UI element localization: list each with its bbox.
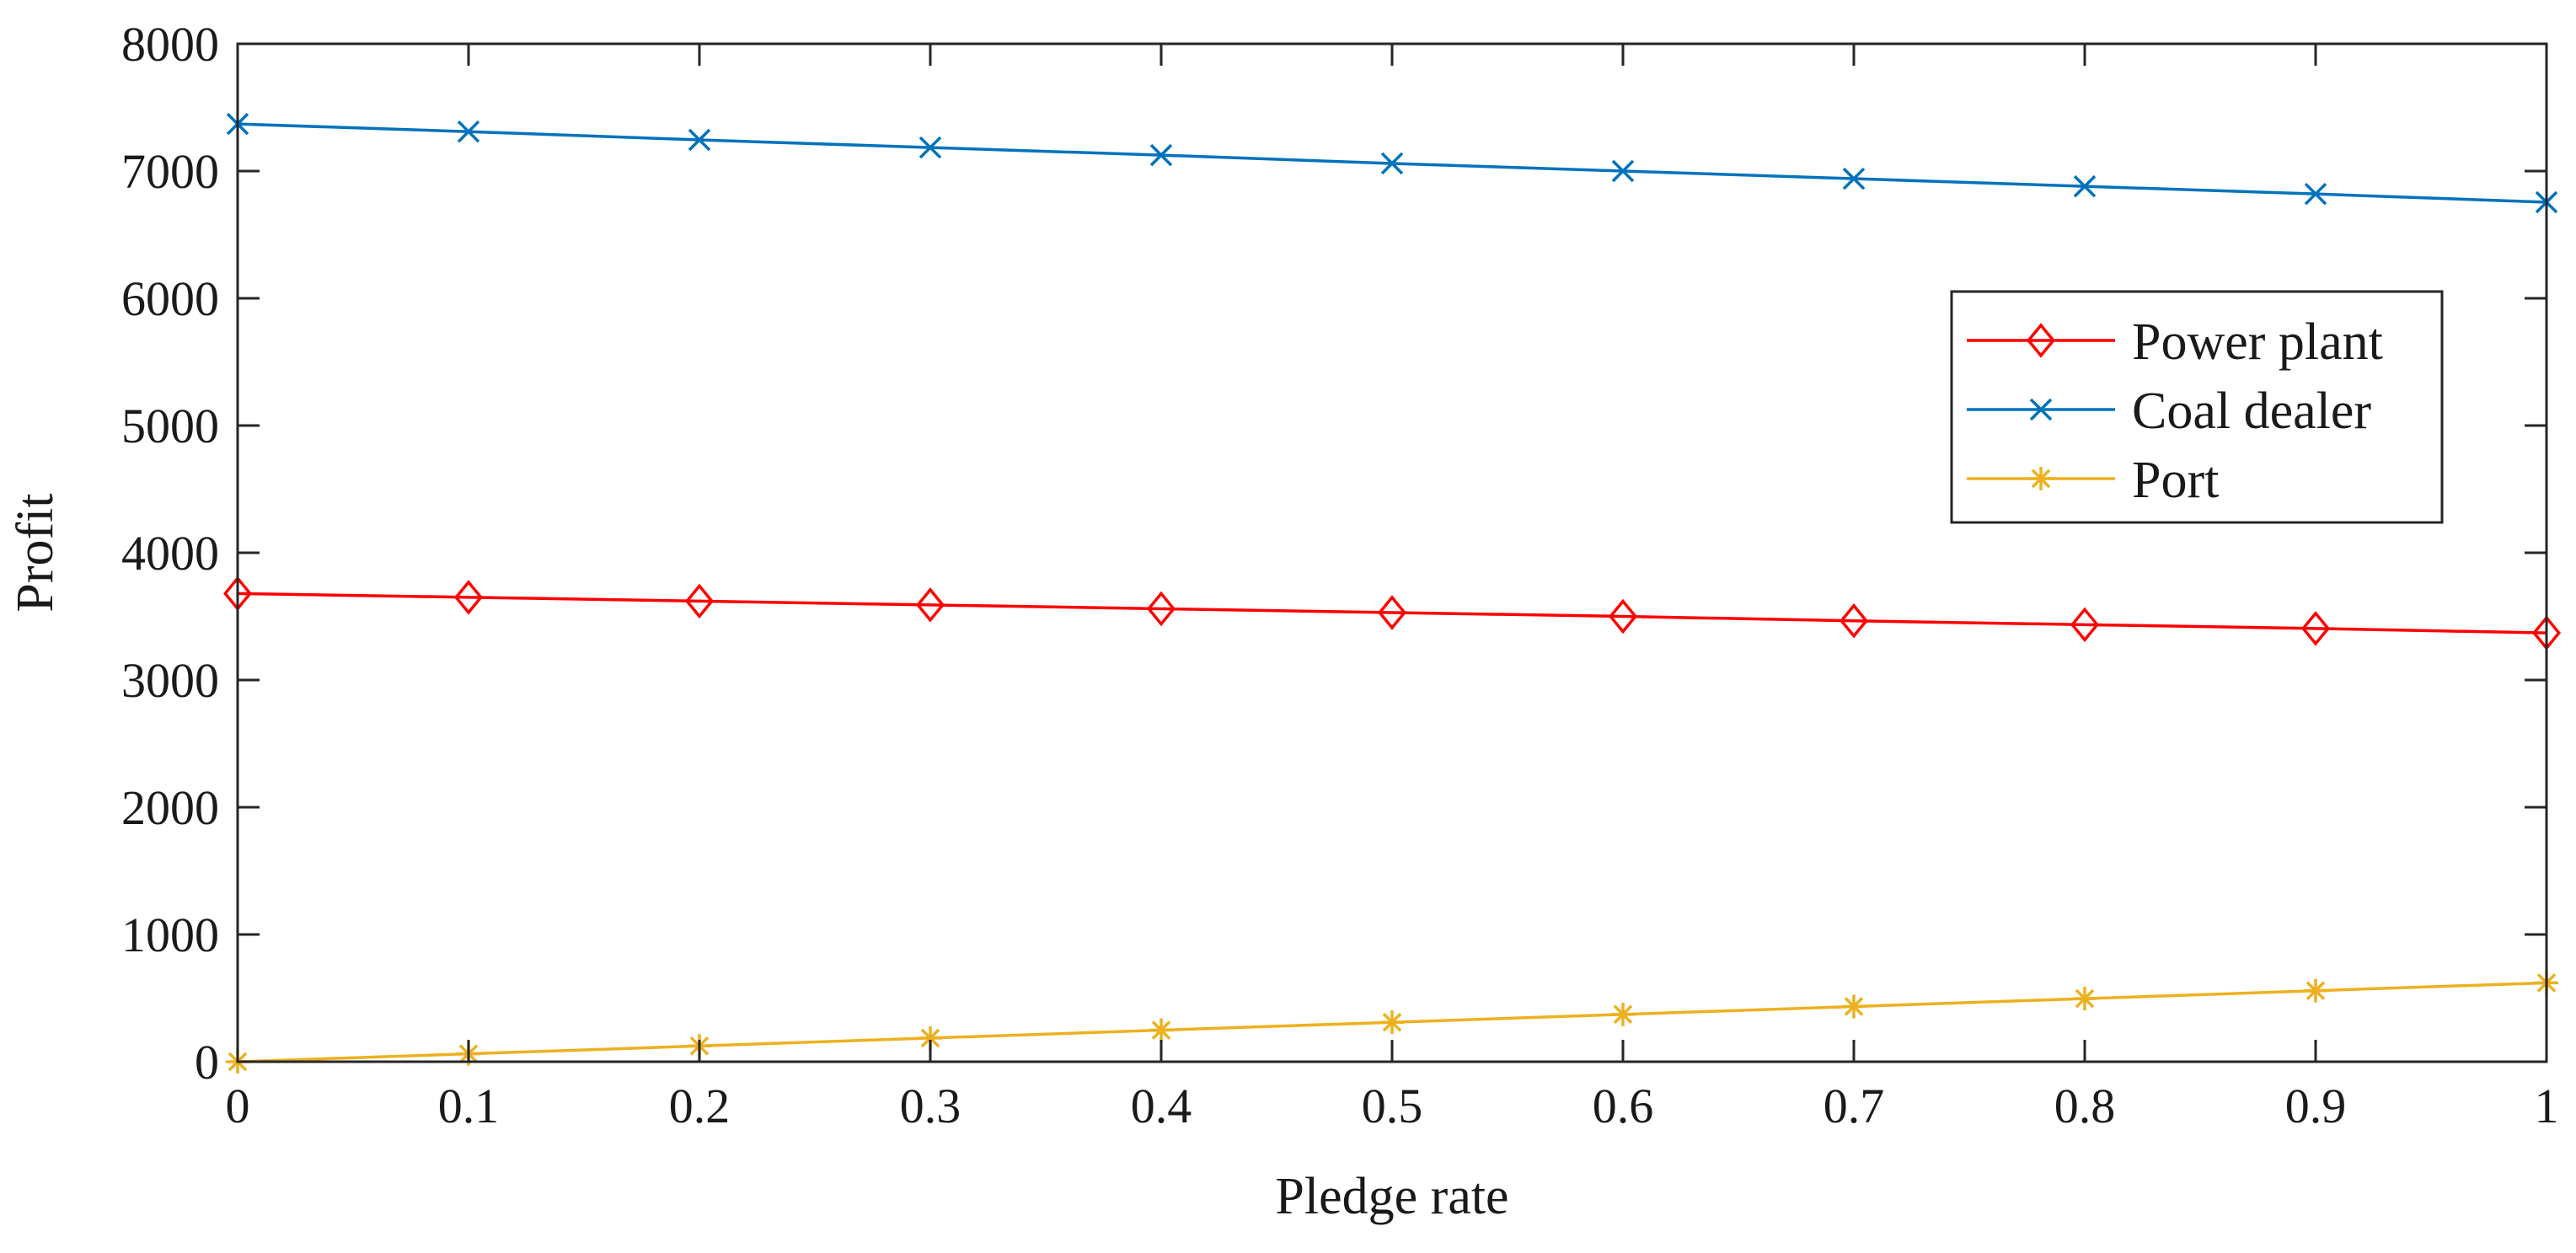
x-tick-label: 0.2 (669, 1079, 731, 1133)
legend-label: Power plant (2132, 313, 2383, 371)
series-layer (222, 112, 2562, 1074)
data-point-coal-dealer (918, 136, 942, 159)
data-point-coal-dealer (2073, 174, 2097, 198)
legend: Power plant Coal dealer Port (1950, 290, 2444, 524)
x-tick-label: 1 (2535, 1079, 2559, 1133)
x-tick-label: 0.6 (1593, 1079, 1654, 1133)
data-point-power-plant (453, 580, 484, 615)
data-point-coal-dealer (1380, 152, 1404, 175)
data-point-coal-dealer (457, 120, 480, 143)
legend-swatch-marker (2029, 467, 2053, 490)
data-point-coal-dealer (1149, 143, 1173, 167)
series-power-plant (222, 576, 2562, 651)
data-point-coal-dealer (1842, 167, 1866, 190)
data-point-power-plant (1839, 603, 1869, 639)
x-tick-label: 0.3 (900, 1079, 961, 1133)
legend-box (1950, 290, 2444, 524)
data-point-port (1149, 1018, 1173, 1042)
y-tick-label: 5000 (121, 399, 219, 453)
data-point-coal-dealer (688, 128, 711, 152)
series-port (226, 971, 2558, 1074)
x-tick-label: 0.9 (2285, 1079, 2347, 1133)
x-axis-label: Pledge rate (1275, 1168, 1508, 1225)
x-tick-label: 0 (226, 1079, 250, 1133)
y-tick-label: 0 (195, 1035, 219, 1090)
data-point-power-plant (1146, 591, 1176, 627)
legend-label: Port (2132, 452, 2219, 509)
data-point-power-plant (1608, 598, 1638, 635)
legend-items: Power plant Coal dealer Port (1967, 313, 2383, 509)
legend-item-coal-dealer: Coal dealer (1967, 383, 2371, 440)
data-point-power-plant (1377, 595, 1407, 630)
data-point-power-plant (684, 583, 715, 619)
ticks-layer: 0 0.1 0.2 0.3 0.4 0.5 0.6 0.7 0.8 0.9 1 0 1000 2000 30… (121, 17, 2559, 1133)
plot-frame (236, 42, 2548, 1063)
y-tick-label: 6000 (121, 271, 219, 326)
legend-item-port: Port (1967, 452, 2219, 509)
y-tick-label: 1000 (121, 908, 219, 962)
y-tick-label: 8000 (121, 17, 219, 72)
data-point-power-plant (915, 587, 945, 623)
data-point-port (2304, 978, 2327, 1003)
legend-label: Coal dealer (2132, 383, 2371, 440)
y-tick-label: 2000 (121, 780, 219, 835)
data-point-coal-dealer (1611, 159, 1635, 183)
y-tick-label: 3000 (121, 653, 219, 708)
data-point-port (2073, 987, 2097, 1011)
data-point-power-plant (2070, 607, 2100, 643)
x-tick-label: 0.7 (1824, 1079, 1885, 1133)
data-point-power-plant (2300, 611, 2331, 646)
data-point-port (1842, 994, 1866, 1019)
x-tick-label: 0.1 (438, 1079, 500, 1133)
series-line-power-plant (237, 592, 2547, 635)
data-point-coal-dealer (2304, 182, 2327, 206)
y-axis-label: Profit (7, 493, 64, 612)
y-tick-label: 7000 (121, 144, 219, 199)
data-point-port (1611, 1002, 1635, 1026)
legend-item-power-plant: Power plant (1967, 313, 2383, 371)
x-tick-label: 0.4 (1131, 1079, 1192, 1133)
data-point-port (918, 1025, 942, 1050)
plot-background (238, 44, 2547, 1062)
x-tick-label: 0.8 (2054, 1079, 2116, 1133)
data-point-port (1380, 1010, 1404, 1035)
legend-swatch-marker (2026, 323, 2056, 358)
legend-swatch-marker (2029, 398, 2053, 421)
x-tick-label: 0.5 (1362, 1079, 1423, 1133)
y-tick-label: 4000 (121, 526, 219, 581)
